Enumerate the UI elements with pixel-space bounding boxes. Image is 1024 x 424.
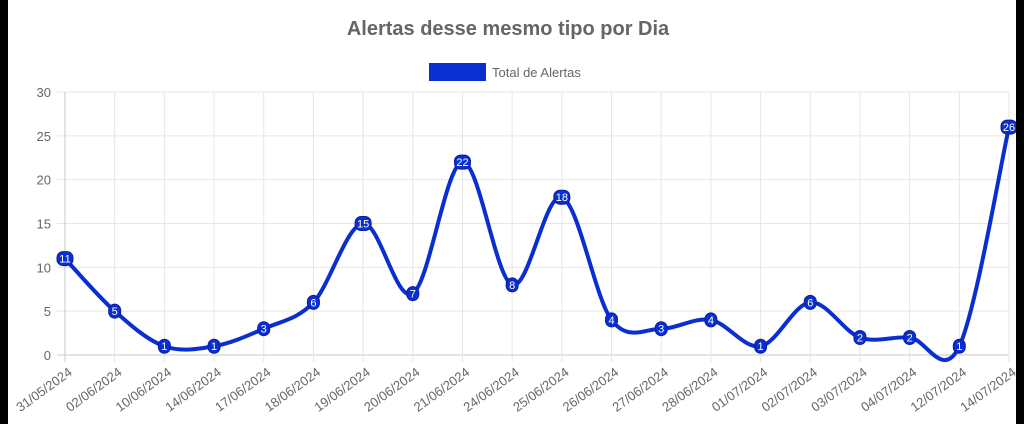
data-point-marker (257, 321, 271, 337)
data-label: 1 (758, 341, 764, 353)
series-line (63, 126, 1011, 363)
data-label: 6 (807, 297, 813, 309)
data-point[interactable]: 1 (157, 338, 171, 354)
data-point[interactable]: 4 (704, 312, 718, 328)
y-tick-label: 30 (37, 85, 51, 100)
data-point-marker (654, 321, 668, 337)
data-point[interactable]: 1 (207, 338, 221, 354)
y-tick-label: 25 (37, 129, 51, 144)
data-label: 3 (261, 324, 267, 336)
data-point-marker (207, 338, 221, 354)
data-label: 1 (211, 341, 217, 353)
data-point-marker (406, 286, 420, 302)
legend-label: Total de Alertas (492, 65, 581, 80)
data-point-marker (56, 251, 74, 267)
data-point[interactable]: 3 (257, 321, 271, 337)
data-point[interactable]: 18 (553, 189, 571, 205)
data-label: 18 (556, 192, 568, 204)
grid (57, 91, 1010, 362)
y-axis: 0 5 10 15 20 25 30 (37, 85, 51, 363)
data-label: 8 (509, 280, 515, 292)
y-tick-label: 15 (37, 217, 51, 232)
data-point-marker (853, 329, 867, 345)
data-point[interactable]: 3 (654, 321, 668, 337)
data-label: 1 (161, 341, 167, 353)
x-tick-label: 14/07/2024 (957, 364, 1016, 414)
data-point[interactable]: 7 (406, 286, 420, 302)
data-label: 5 (112, 306, 118, 318)
data-point-marker (754, 338, 768, 354)
data-point[interactable]: 26 (1000, 119, 1016, 135)
data-label: 6 (310, 297, 316, 309)
data-label: 2 (857, 332, 863, 344)
line-chart: Alertas desse mesmo tipo por Dia Total d… (13, 18, 1016, 415)
data-point[interactable]: 1 (754, 338, 768, 354)
data-point-marker (553, 189, 571, 205)
data-point-marker (903, 329, 917, 345)
data-point-marker (704, 312, 718, 328)
data-label: 11 (59, 254, 70, 266)
data-label: 26 (1003, 122, 1015, 134)
data-point[interactable]: 6 (306, 294, 320, 310)
data-point[interactable]: 15 (354, 216, 372, 231)
y-tick-label: 5 (44, 304, 51, 319)
data-point[interactable]: 6 (803, 294, 817, 310)
data-label: 15 (357, 219, 369, 231)
x-axis: 31/05/202402/06/202410/06/202414/06/2024… (13, 364, 1016, 414)
data-point-marker (306, 294, 320, 310)
chart-title: Alertas desse mesmo tipo por Dia (347, 18, 670, 40)
data-label: 4 (608, 315, 614, 327)
data-label: 4 (708, 315, 714, 327)
data-point[interactable]: 5 (108, 303, 122, 319)
data-point-marker (108, 303, 122, 319)
data-point-marker (453, 154, 471, 170)
data-point-marker (157, 338, 171, 354)
data-point[interactable]: 1 (952, 338, 966, 354)
chart-panel: Alertas desse mesmo tipo por Dia Total d… (8, 0, 1016, 424)
data-point[interactable]: 22 (453, 154, 471, 170)
legend[interactable]: Total de Alertas (429, 63, 581, 81)
data-point-marker (505, 277, 519, 293)
y-tick-label: 0 (44, 348, 51, 363)
data-point-marker (952, 338, 966, 354)
data-point[interactable]: 2 (903, 329, 917, 345)
data-point-marker (605, 312, 619, 328)
data-point[interactable]: 2 (853, 329, 867, 345)
data-label: 1 (956, 341, 962, 353)
y-tick-label: 20 (37, 173, 51, 188)
data-label: 2 (907, 332, 913, 344)
data-point-marker (803, 294, 817, 310)
data-label: 22 (456, 157, 468, 169)
data-label: 3 (658, 324, 664, 336)
y-tick-label: 10 (37, 260, 51, 275)
data-label: 7 (410, 289, 416, 301)
data-point[interactable]: 11 (56, 251, 74, 267)
legend-swatch (429, 63, 486, 81)
data-point-marker (354, 216, 372, 231)
data-point[interactable]: 4 (605, 312, 619, 328)
data-point-marker (1000, 119, 1016, 135)
data-point[interactable]: 8 (505, 277, 519, 293)
